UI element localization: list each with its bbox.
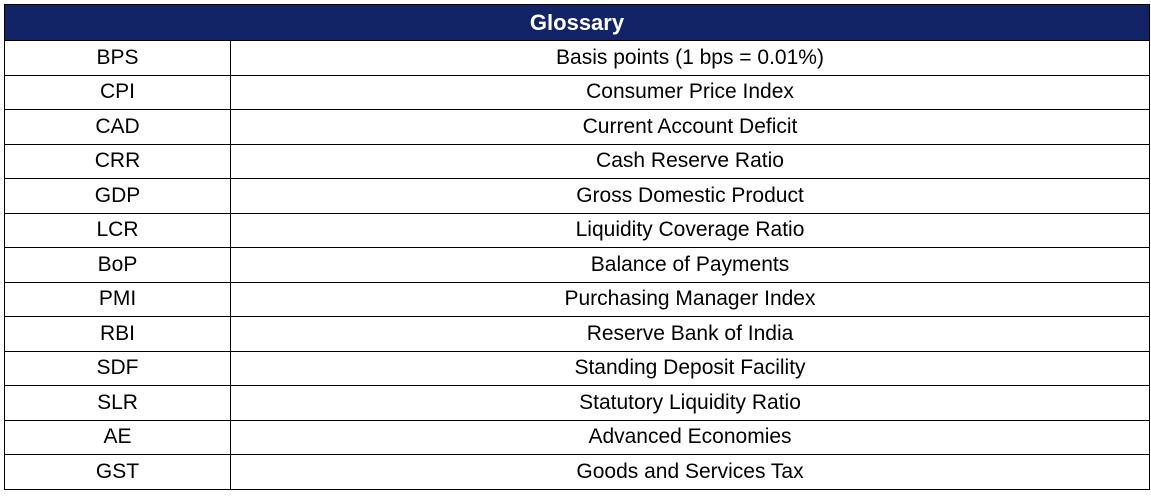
table-row: RBI Reserve Bank of India xyxy=(4,316,1151,352)
glossary-title: Glossary xyxy=(3,4,1151,41)
glossary-body: BPS Basis points (1 bps = 0.01%) CPI Con… xyxy=(4,40,1151,490)
table-row: GST Goods and Services Tax xyxy=(4,454,1151,490)
table-row: CPI Consumer Price Index xyxy=(4,74,1151,110)
glossary-definition: Purchasing Manager Index xyxy=(229,281,1151,317)
table-row: LCR Liquidity Coverage Ratio xyxy=(4,212,1151,248)
glossary-definition: Gross Domestic Product xyxy=(229,178,1151,214)
glossary-definition: Consumer Price Index xyxy=(229,74,1151,110)
table-row: GDP Gross Domestic Product xyxy=(4,178,1151,214)
glossary-definition: Liquidity Coverage Ratio xyxy=(229,212,1151,248)
glossary-term: CRR xyxy=(4,143,231,179)
table-row: CRR Cash Reserve Ratio xyxy=(4,143,1151,179)
glossary-term: LCR xyxy=(4,212,231,248)
glossary-term: BPS xyxy=(4,40,231,76)
glossary-term: AE xyxy=(4,419,231,455)
glossary-term: CPI xyxy=(4,74,231,110)
glossary-definition: Advanced Economies xyxy=(229,419,1151,455)
table-row: SDF Standing Deposit Facility xyxy=(4,350,1151,386)
glossary-term: GST xyxy=(4,454,231,490)
glossary-definition: Reserve Bank of India xyxy=(229,316,1151,352)
glossary-term: CAD xyxy=(4,109,231,145)
glossary-definition: Goods and Services Tax xyxy=(229,454,1151,490)
glossary-definition: Balance of Payments xyxy=(229,247,1151,283)
glossary-term: PMI xyxy=(4,281,231,317)
table-row: AE Advanced Economies xyxy=(4,419,1151,455)
glossary-term: GDP xyxy=(4,178,231,214)
glossary-definition: Current Account Deficit xyxy=(229,109,1151,145)
glossary-definition: Standing Deposit Facility xyxy=(229,350,1151,386)
glossary-term: SDF xyxy=(4,350,231,386)
glossary-table: Glossary BPS Basis points (1 bps = 0.01%… xyxy=(3,4,1151,490)
glossary-term: SLR xyxy=(4,385,231,421)
glossary-definition: Cash Reserve Ratio xyxy=(229,143,1151,179)
glossary-definition: Basis points (1 bps = 0.01%) xyxy=(229,40,1151,76)
table-row: PMI Purchasing Manager Index xyxy=(4,281,1151,317)
glossary-definition: Statutory Liquidity Ratio xyxy=(229,385,1151,421)
table-row: SLR Statutory Liquidity Ratio xyxy=(4,385,1151,421)
table-row: BoP Balance of Payments xyxy=(4,247,1151,283)
glossary-header-row: Glossary xyxy=(3,4,1151,41)
glossary-term: RBI xyxy=(4,316,231,352)
table-row: CAD Current Account Deficit xyxy=(4,109,1151,145)
glossary-term: BoP xyxy=(4,247,231,283)
table-row: BPS Basis points (1 bps = 0.01%) xyxy=(4,40,1151,76)
